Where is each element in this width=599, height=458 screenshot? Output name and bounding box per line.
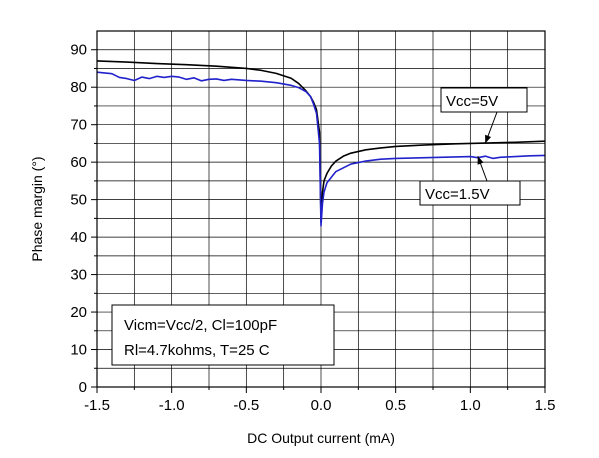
y-axis-title: Phase margin (°) — [29, 156, 45, 261]
x-tick-label: 1.5 — [535, 397, 556, 414]
y-tick-label: 20 — [70, 304, 87, 321]
y-tick-label: 0 — [79, 379, 87, 396]
y-tick-label: 60 — [70, 154, 87, 171]
series-line-vcc1-5v — [96, 71, 546, 227]
x-axis-title: DC Output current (mA) — [247, 430, 395, 446]
y-tick-label: 90 — [70, 42, 87, 59]
x-tick-label: 0.5 — [385, 397, 406, 414]
y-tick-label: 80 — [70, 79, 87, 96]
conditions-box: Vicm=Vcc/2, Cl=100pF Rl=4.7kohms, T=25 C — [111, 304, 335, 366]
conditions-box-frame — [111, 304, 335, 366]
annotation-vcc5v: Vcc=5V — [446, 93, 498, 110]
y-tick-label: 30 — [70, 267, 87, 284]
series-layer — [96, 60, 546, 227]
conditions-line-2: Rl=4.7kohms, T=25 C — [124, 342, 270, 359]
x-tick-label: 0.0 — [311, 397, 332, 414]
conditions-line-1: Vicm=Vcc/2, Cl=100pF — [124, 317, 277, 334]
annotation-layer: Vcc=5V Vcc=1.5V — [419, 87, 528, 206]
y-tick-label: 10 — [70, 342, 87, 359]
y-tick-label: 40 — [70, 229, 87, 246]
x-tick-label: -1.0 — [159, 397, 185, 414]
x-tick-label: -0.5 — [233, 397, 259, 414]
annotation-vcc1-5v: Vcc=1.5V — [425, 186, 490, 203]
y-tick-label: 50 — [70, 192, 87, 209]
x-tick-label: 1.0 — [460, 397, 481, 414]
annotation-box-vcc1-5v — [419, 180, 521, 206]
annotation-arrowhead-vcc1-5v — [477, 156, 484, 165]
annotation-arrowhead-vcc5v — [485, 134, 492, 144]
tick-layer: -1.5 -1.0 -0.5 0.0 0.5 1.0 1.5 0 10 20 30 40 50 60 70 8… — [70, 42, 555, 414]
y-tick-label: 70 — [70, 117, 87, 134]
x-tick-label: -1.5 — [84, 397, 110, 414]
annotation-box-vcc5v — [440, 87, 528, 113]
